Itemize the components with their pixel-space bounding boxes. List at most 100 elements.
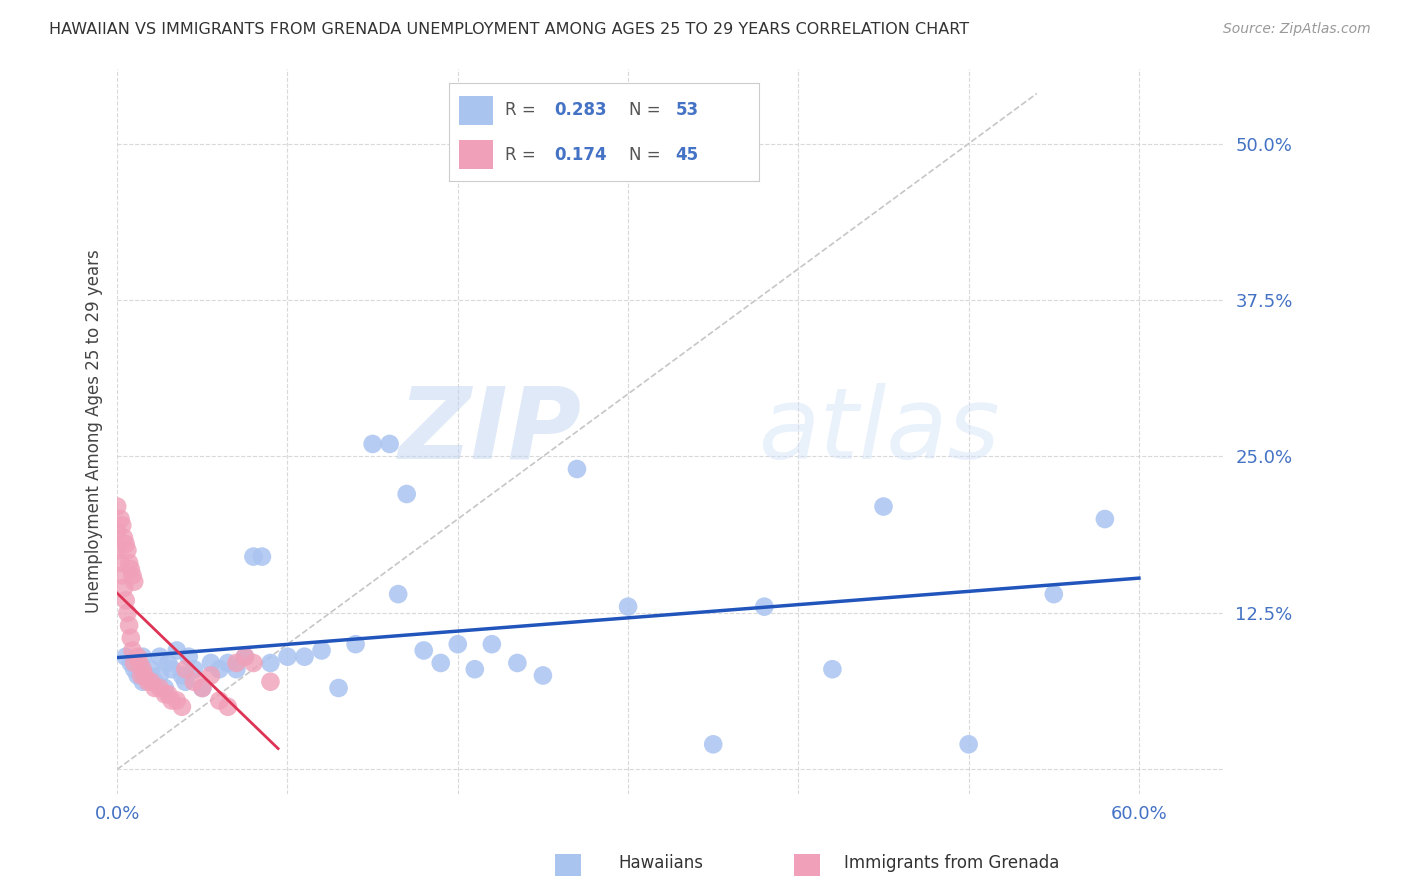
Point: [136, 668, 159, 682]
Point: [225, 662, 247, 676]
Point: [136, 674, 159, 689]
Text: Hawaiians: Hawaiians: [619, 855, 703, 872]
Point: [702, 737, 724, 751]
Point: [821, 662, 844, 676]
Point: [149, 649, 172, 664]
Point: [111, 518, 134, 533]
Text: ZIP: ZIP: [399, 383, 582, 480]
Point: [177, 649, 200, 664]
Point: [217, 699, 239, 714]
Point: [110, 556, 132, 570]
Point: [120, 631, 142, 645]
Point: [233, 649, 256, 664]
Point: [112, 581, 135, 595]
Point: [118, 618, 141, 632]
Point: [395, 487, 418, 501]
Point: [531, 668, 554, 682]
Point: [105, 500, 128, 514]
Point: [259, 656, 281, 670]
Point: [174, 662, 197, 676]
Point: [872, 500, 894, 514]
Point: [117, 543, 139, 558]
Point: [242, 549, 264, 564]
Point: [105, 524, 128, 539]
Point: [160, 693, 183, 707]
Point: [617, 599, 640, 614]
Point: [412, 643, 434, 657]
Point: [429, 656, 451, 670]
Point: [122, 662, 145, 676]
Point: [259, 674, 281, 689]
Point: [112, 531, 135, 545]
Point: [160, 662, 183, 676]
Point: [114, 649, 136, 664]
Point: [208, 662, 231, 676]
Point: [183, 662, 205, 676]
Point: [166, 693, 188, 707]
Point: [132, 662, 155, 676]
Point: [132, 674, 155, 689]
Point: [481, 637, 503, 651]
Point: [208, 693, 231, 707]
Point: [191, 681, 214, 695]
Point: [1043, 587, 1066, 601]
Point: [328, 681, 350, 695]
Text: atlas: atlas: [759, 383, 1001, 480]
Point: [120, 562, 142, 576]
Point: [200, 656, 222, 670]
Point: [311, 643, 333, 657]
Point: [957, 737, 980, 751]
Point: [143, 681, 166, 695]
Point: [114, 537, 136, 551]
Text: Source: ZipAtlas.com: Source: ZipAtlas.com: [1223, 22, 1371, 37]
Point: [217, 656, 239, 670]
Point: [225, 656, 247, 670]
Point: [276, 649, 298, 664]
Point: [120, 656, 142, 670]
Point: [118, 556, 141, 570]
Point: [250, 549, 273, 564]
Point: [242, 656, 264, 670]
Text: Immigrants from Grenada: Immigrants from Grenada: [844, 855, 1059, 872]
Point: [149, 668, 172, 682]
Point: [506, 656, 529, 670]
Point: [1094, 512, 1116, 526]
Point: [149, 681, 172, 695]
Point: [170, 668, 193, 682]
Point: [157, 687, 180, 701]
Point: [233, 649, 256, 664]
Point: [191, 681, 214, 695]
Point: [122, 574, 145, 589]
Point: [754, 599, 776, 614]
Point: [117, 606, 139, 620]
Point: [200, 668, 222, 682]
Point: [141, 674, 163, 689]
Point: [344, 637, 367, 651]
Point: [121, 643, 143, 657]
Point: [114, 593, 136, 607]
Point: [174, 674, 197, 689]
Text: HAWAIIAN VS IMMIGRANTS FROM GRENADA UNEMPLOYMENT AMONG AGES 25 TO 29 YEARS CORRE: HAWAIIAN VS IMMIGRANTS FROM GRENADA UNEM…: [49, 22, 969, 37]
Point: [153, 687, 176, 701]
Point: [132, 649, 155, 664]
Point: [127, 649, 149, 664]
Y-axis label: Unemployment Among Ages 25 to 29 years: Unemployment Among Ages 25 to 29 years: [86, 250, 103, 614]
Point: [294, 649, 316, 664]
Point: [170, 699, 193, 714]
Point: [105, 543, 128, 558]
Point: [447, 637, 470, 651]
Point: [387, 587, 409, 601]
Point: [143, 674, 166, 689]
Point: [464, 662, 486, 676]
Point: [565, 462, 588, 476]
Point: [183, 674, 205, 689]
Point: [129, 668, 152, 682]
Point: [153, 681, 176, 695]
Point: [166, 643, 188, 657]
Point: [128, 656, 150, 670]
Point: [111, 568, 134, 582]
Point: [134, 668, 156, 682]
Point: [361, 437, 384, 451]
Point: [127, 668, 149, 682]
Point: [121, 568, 143, 582]
